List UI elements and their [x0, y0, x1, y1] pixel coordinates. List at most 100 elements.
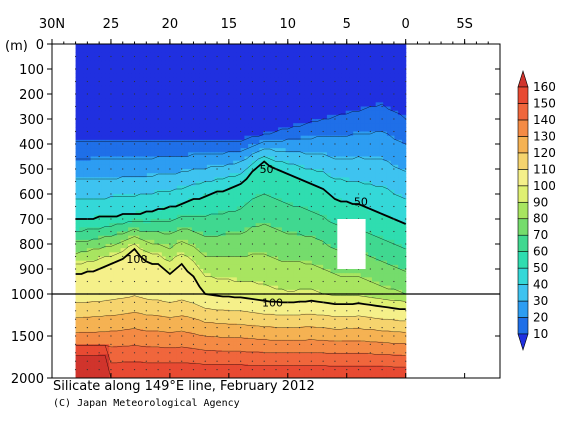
fill-cell	[150, 81, 155, 87]
fill-cell	[161, 252, 167, 258]
fill-cell	[86, 131, 92, 137]
fill-cell	[113, 281, 118, 287]
fill-cell	[113, 164, 118, 170]
fill-cell	[101, 164, 107, 170]
fill-cell	[218, 239, 223, 245]
fill-cell	[86, 223, 92, 228]
fill-cell	[98, 333, 103, 336]
fill-cell	[113, 348, 118, 351]
fill-cell	[221, 139, 227, 145]
fill-cell	[210, 148, 215, 153]
fill-cell	[229, 94, 234, 99]
fill-cell	[109, 355, 114, 358]
fill-cell	[184, 164, 189, 170]
fill-cell	[150, 202, 155, 208]
fill-cell	[109, 264, 114, 270]
fill-cell	[105, 337, 110, 340]
fill-cell	[101, 312, 107, 315]
fill-cell	[79, 299, 84, 302]
fill-cell	[225, 285, 230, 291]
fill-cell	[154, 144, 159, 149]
fill-cell	[79, 189, 84, 195]
fill-cell	[75, 364, 80, 366]
fill-cell	[75, 244, 80, 249]
fill-cell	[90, 309, 95, 312]
fill-cell	[128, 44, 133, 49]
fill-cell	[188, 119, 193, 124]
fill-cell	[161, 102, 167, 108]
fill-cell	[83, 376, 88, 378]
fill-cell	[203, 206, 208, 212]
fill-cell	[131, 144, 137, 149]
fill-cell	[124, 164, 129, 170]
fill-cell	[90, 305, 95, 308]
fill-cell	[98, 114, 103, 120]
fill-cell	[203, 185, 208, 191]
fill-cell	[218, 98, 223, 103]
fill-cell	[75, 301, 80, 303]
fill-cell	[98, 334, 103, 337]
fill-cell	[154, 73, 159, 78]
fill-cell	[135, 160, 140, 166]
fill-cell	[206, 248, 212, 253]
fill-cell	[90, 119, 95, 124]
fill-cell	[75, 350, 80, 352]
fill-cell	[83, 366, 88, 369]
fill-cell	[158, 89, 163, 95]
fill-cell	[173, 177, 178, 183]
fill-cell	[139, 127, 144, 133]
fill-cell	[75, 303, 80, 306]
fill-cell	[94, 114, 99, 120]
fill-cell	[195, 123, 200, 128]
fill-cell	[105, 310, 110, 313]
fill-cell	[199, 239, 204, 245]
fill-cell	[214, 210, 219, 216]
fill-cell	[195, 110, 200, 116]
fill-cell	[199, 135, 204, 141]
fill-cell	[109, 337, 114, 340]
fill-cell	[75, 102, 80, 108]
fill-cell	[113, 301, 118, 303]
fill-cell	[199, 219, 204, 224]
fill-cell	[176, 177, 182, 183]
fill-cell	[75, 194, 80, 199]
fill-cell	[105, 69, 110, 74]
fill-cell	[150, 285, 155, 291]
fill-cell	[116, 244, 122, 249]
fill-cell	[210, 239, 215, 245]
fill-cell	[221, 73, 227, 78]
fill-cell	[146, 56, 152, 62]
fill-cell	[98, 256, 103, 262]
fill-cell	[101, 177, 107, 183]
fill-cell	[158, 227, 163, 233]
fill-cell	[109, 347, 114, 350]
fill-cell	[203, 94, 208, 99]
fill-cell	[176, 69, 182, 74]
fill-cell	[206, 239, 212, 245]
fill-cell	[229, 102, 234, 108]
fill-cell	[120, 269, 125, 274]
fill-cell	[191, 223, 197, 228]
fill-cell	[86, 351, 92, 354]
fill-cell	[221, 81, 227, 87]
fill-cell	[184, 285, 189, 291]
fill-cell	[105, 357, 110, 359]
fill-cell	[229, 198, 234, 203]
fill-cell	[139, 52, 144, 58]
fill-cell	[105, 206, 110, 212]
fill-cell	[169, 235, 174, 241]
fill-cell	[218, 206, 223, 212]
fill-cell	[131, 223, 137, 228]
fill-cell	[128, 173, 133, 178]
fill-cell	[94, 350, 99, 352]
fill-cell	[98, 362, 103, 365]
fill-cell	[203, 210, 208, 216]
fill-cell	[184, 281, 189, 287]
fill-cell	[146, 244, 152, 249]
fill-cell	[101, 336, 107, 338]
fill-cell	[184, 273, 189, 278]
fill-cell	[113, 323, 118, 326]
fill-cell	[131, 106, 137, 112]
fill-cell	[86, 189, 92, 195]
fill-cell	[218, 219, 223, 224]
